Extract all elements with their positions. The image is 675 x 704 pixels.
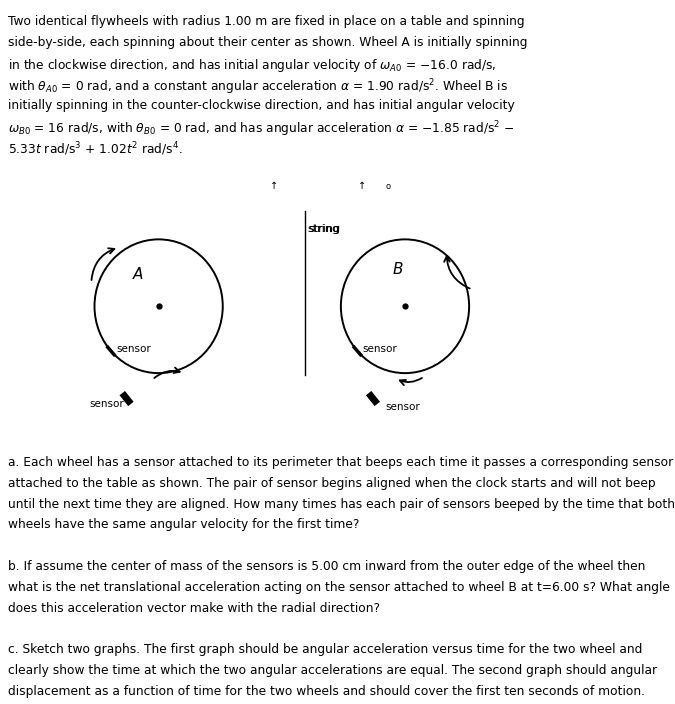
Text: in the clockwise direction, and has initial angular velocity of $\omega_{A0}$ = : in the clockwise direction, and has init… (8, 57, 497, 74)
Text: o: o (385, 182, 391, 191)
Text: sensor: sensor (89, 399, 124, 409)
Text: c. Sketch two graphs. The first graph should be angular acceleration versus time: c. Sketch two graphs. The first graph sh… (8, 643, 643, 656)
Text: sensor: sensor (116, 344, 151, 354)
Text: $\uparrow$: $\uparrow$ (356, 180, 366, 191)
Text: sensor: sensor (362, 344, 398, 354)
Text: A: A (133, 267, 144, 282)
Text: B: B (393, 262, 404, 277)
Text: side-by-side, each spinning about their center as shown. Wheel A is initially sp: side-by-side, each spinning about their … (8, 36, 528, 49)
Text: does this acceleration vector make with the radial direction?: does this acceleration vector make with … (8, 601, 380, 615)
Text: with $\theta_{A0}$ = 0 rad, and a constant angular acceleration $\alpha$ = 1.90 : with $\theta_{A0}$ = 0 rad, and a consta… (8, 78, 508, 97)
Text: 5.33$t$ rad/s$^3$ + 1.02$t^2$ rad/s$^4$.: 5.33$t$ rad/s$^3$ + 1.02$t^2$ rad/s$^4$. (8, 140, 183, 158)
Text: a. Each wheel has a sensor attached to its perimeter that beeps each time it pas: a. Each wheel has a sensor attached to i… (8, 456, 674, 469)
Text: until the next time they are aligned. How many times has each pair of sensors be: until the next time they are aligned. Ho… (8, 498, 675, 510)
Text: clearly show the time at which the two angular accelerations are equal. The seco: clearly show the time at which the two a… (8, 664, 657, 677)
Text: sensor: sensor (385, 402, 420, 412)
Text: string: string (308, 224, 341, 234)
Text: $\uparrow$: $\uparrow$ (269, 180, 278, 191)
Text: Two identical flywheels with radius 1.00 m are fixed in place on a table and spi: Two identical flywheels with radius 1.00… (8, 15, 524, 28)
Text: b. If assume the center of mass of the sensors is 5.00 cm inward from the outer : b. If assume the center of mass of the s… (8, 560, 645, 573)
Text: initially spinning in the counter-clockwise direction, and has initial angular v: initially spinning in the counter-clockw… (8, 99, 515, 111)
Text: displacement as a function of time for the two wheels and should cover the first: displacement as a function of time for t… (8, 684, 645, 698)
Text: $\omega_{B0}$ = 16 rad/s, with $\theta_{B0}$ = 0 rad, and has angular accelerati: $\omega_{B0}$ = 16 rad/s, with $\theta_{… (8, 119, 514, 139)
Text: attached to the table as shown. The pair of sensor begins aligned when the clock: attached to the table as shown. The pair… (8, 477, 655, 490)
Text: string: string (308, 224, 340, 234)
Text: what is the net translational acceleration acting on the sensor attached to whee: what is the net translational accelerati… (8, 581, 670, 593)
Text: wheels have the same angular velocity for the first time?: wheels have the same angular velocity fo… (8, 518, 360, 532)
